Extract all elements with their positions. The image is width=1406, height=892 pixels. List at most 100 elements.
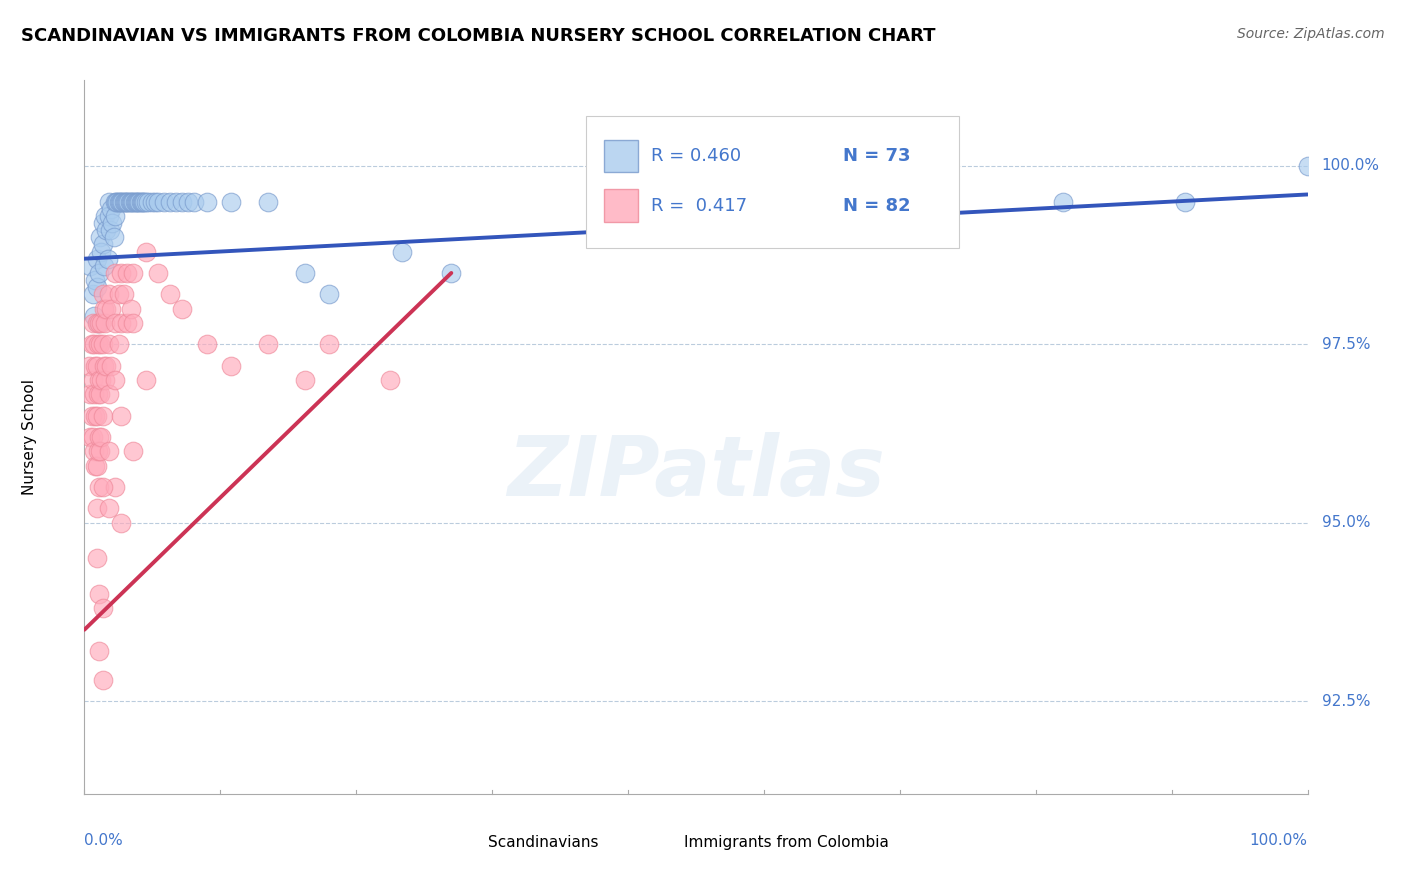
Point: [146, 266, 169, 280]
Point: [195, 194, 218, 209]
Point: [257, 337, 280, 351]
Point: [97, 252, 120, 266]
Point: [165, 194, 187, 209]
Point: [82, 316, 104, 330]
FancyBboxPatch shape: [641, 831, 675, 853]
Point: [98, 223, 121, 237]
Point: [115, 194, 138, 209]
Point: [257, 194, 280, 209]
Point: [129, 194, 152, 209]
Point: [84, 359, 107, 373]
Point: [107, 194, 129, 209]
Text: R = 0.460: R = 0.460: [651, 147, 741, 165]
Point: [110, 316, 132, 330]
Point: [100, 359, 122, 373]
Point: [90, 430, 112, 444]
Point: [122, 194, 145, 209]
Text: Scandinavians: Scandinavians: [488, 835, 599, 850]
Point: [94, 209, 117, 223]
Point: [115, 266, 138, 280]
Point: [172, 301, 194, 316]
Point: [318, 337, 340, 351]
Point: [440, 266, 463, 280]
Point: [135, 244, 157, 259]
Point: [121, 194, 143, 209]
Point: [380, 373, 402, 387]
Point: [94, 316, 117, 330]
Point: [294, 373, 316, 387]
Point: [110, 409, 132, 423]
Point: [104, 194, 127, 209]
Point: [110, 266, 132, 280]
Point: [91, 673, 114, 687]
Point: [134, 194, 156, 209]
Point: [153, 194, 176, 209]
Point: [1174, 194, 1197, 209]
Point: [93, 259, 115, 273]
Text: Nursery School: Nursery School: [22, 379, 37, 495]
Text: 100.0%: 100.0%: [1250, 833, 1308, 848]
Text: 92.5%: 92.5%: [1322, 694, 1369, 708]
FancyBboxPatch shape: [586, 116, 959, 248]
Text: ZIPatlas: ZIPatlas: [508, 433, 884, 513]
Point: [219, 194, 242, 209]
Point: [1296, 159, 1319, 173]
Point: [93, 301, 115, 316]
Point: [120, 301, 142, 316]
Text: Immigrants from Colombia: Immigrants from Colombia: [683, 835, 889, 850]
Point: [104, 373, 127, 387]
Point: [87, 337, 110, 351]
Point: [84, 458, 107, 473]
Point: [112, 194, 135, 209]
Text: 95.0%: 95.0%: [1322, 516, 1369, 530]
Point: [87, 316, 110, 330]
Point: [132, 194, 155, 209]
Point: [83, 337, 105, 351]
Point: [131, 194, 153, 209]
Point: [104, 266, 127, 280]
Point: [122, 444, 145, 458]
Point: [87, 373, 110, 387]
Point: [77, 359, 100, 373]
Point: [318, 287, 340, 301]
Point: [96, 301, 118, 316]
Point: [91, 216, 114, 230]
Point: [91, 480, 114, 494]
Point: [87, 444, 110, 458]
Point: [97, 287, 120, 301]
Point: [87, 430, 110, 444]
Point: [100, 301, 122, 316]
Point: [141, 194, 163, 209]
Point: [101, 216, 124, 230]
Point: [97, 209, 120, 223]
Point: [87, 644, 110, 658]
Point: [90, 373, 112, 387]
Point: [172, 194, 194, 209]
Point: [79, 387, 101, 401]
Point: [87, 587, 110, 601]
Point: [94, 373, 117, 387]
Text: Source: ZipAtlas.com: Source: ZipAtlas.com: [1237, 27, 1385, 41]
Point: [86, 458, 108, 473]
Point: [107, 337, 129, 351]
Point: [79, 430, 101, 444]
Text: N = 73: N = 73: [842, 147, 910, 165]
Point: [135, 194, 157, 209]
Point: [807, 194, 830, 209]
Point: [294, 266, 316, 280]
Point: [97, 444, 120, 458]
Point: [120, 194, 142, 209]
Text: N = 82: N = 82: [842, 197, 910, 215]
Point: [79, 259, 101, 273]
Point: [97, 501, 120, 516]
Point: [127, 194, 149, 209]
Point: [1052, 194, 1074, 209]
Point: [87, 316, 110, 330]
Point: [86, 280, 108, 294]
Point: [96, 359, 118, 373]
Point: [114, 194, 136, 209]
Point: [128, 194, 150, 209]
Point: [82, 430, 104, 444]
Point: [97, 337, 120, 351]
Point: [87, 266, 110, 280]
